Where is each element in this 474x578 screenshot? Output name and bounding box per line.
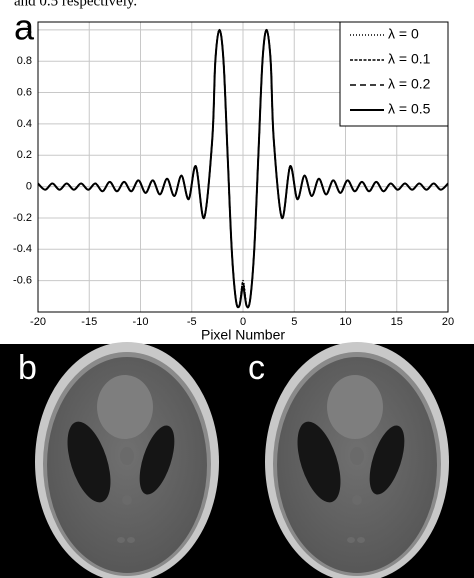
- caption: and 0.5 respectively.: [14, 0, 137, 9]
- panel-label: b: [18, 349, 37, 387]
- y-tick-label: -0.4: [13, 243, 32, 255]
- y-tick-label: -0.6: [13, 275, 32, 287]
- x-tick-label: -10: [133, 316, 149, 328]
- legend-box: [339, 21, 449, 127]
- legend-label: λ = 0.5: [388, 101, 431, 117]
- y-tick-label: 0.2: [17, 149, 32, 161]
- x-tick-label: -15: [81, 316, 97, 328]
- panel-label: a: [14, 7, 35, 48]
- legend-label: λ = 0.1: [388, 51, 431, 67]
- x-tick-label: -5: [187, 316, 197, 328]
- y-tick-label: 0.6: [17, 86, 32, 98]
- x-tick-label: 5: [291, 316, 297, 328]
- y-tick-label: 0: [26, 181, 32, 193]
- x-tick-label: 15: [391, 316, 403, 328]
- data-line: [37, 29, 449, 309]
- data-line: [37, 28, 449, 309]
- phantom-image: [35, 342, 219, 578]
- x-tick-label: 0: [240, 316, 246, 328]
- x-tick-label: -20: [30, 316, 46, 328]
- y-tick-label: 0.4: [17, 118, 32, 130]
- phantom-image: [265, 342, 449, 578]
- plot: -0.6 -0.4 -0.2 0 0.2 0.4 0.6 0.8 1 -20 -15 -10 -5 0 5 1…: [13, 21, 454, 343]
- y-tick-label: -0.2: [13, 212, 32, 224]
- y-tick-label: 0.8: [17, 55, 32, 67]
- legend-label: λ = 0: [388, 26, 419, 42]
- x-tick-label: 20: [442, 316, 454, 328]
- y-tick-label: 1: [26, 24, 32, 36]
- x-axis-label: Pixel Number: [201, 327, 285, 343]
- panel-label: c: [248, 349, 265, 387]
- plot-frame: [37, 21, 449, 313]
- legend-label: λ = 0.2: [388, 76, 431, 92]
- x-tick-label: 10: [339, 316, 351, 328]
